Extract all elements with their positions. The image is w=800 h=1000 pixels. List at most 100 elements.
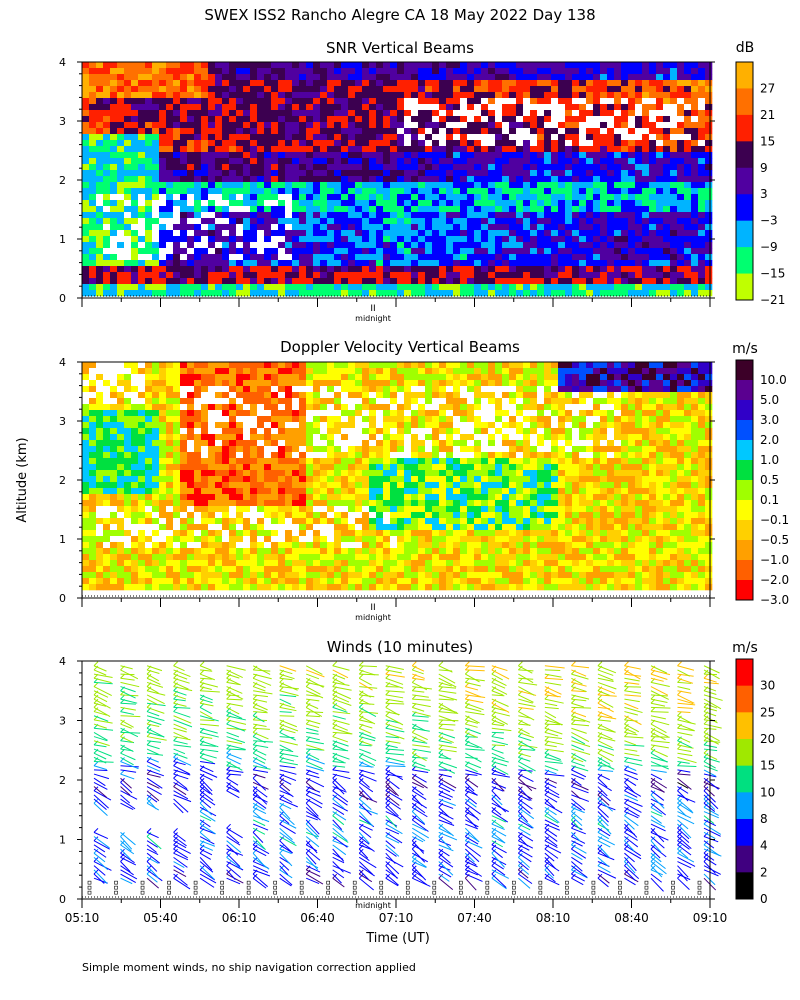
snr-cell: [187, 242, 195, 249]
snr-cell: [292, 284, 300, 291]
snr-cell: [453, 140, 461, 147]
snr-cell: [131, 230, 139, 237]
doppler-cell: [201, 398, 209, 405]
snr-cell: [131, 104, 139, 111]
doppler-cell: [278, 404, 286, 411]
snr-cell: [481, 290, 489, 297]
doppler-cell: [264, 530, 272, 537]
snr-cell: [600, 284, 608, 291]
snr-cell: [313, 218, 321, 225]
snr-cell: [145, 272, 153, 279]
doppler-cell: [173, 434, 181, 441]
doppler-cell: [103, 542, 111, 549]
snr-cell: [271, 158, 279, 165]
doppler-cell: [208, 398, 216, 405]
snr-cell: [306, 194, 314, 201]
doppler-cell: [187, 386, 195, 393]
snr-cell: [278, 254, 286, 261]
snr-cell: [82, 140, 90, 147]
snr-cell: [404, 278, 412, 285]
doppler-cell: [208, 530, 216, 537]
doppler-cell: [257, 368, 265, 375]
snr-cell: [159, 170, 167, 177]
doppler-cell: [229, 428, 237, 435]
snr-cell: [607, 104, 615, 111]
snr-cell: [334, 86, 342, 93]
snr-cell: [432, 74, 440, 81]
doppler-cell: [320, 536, 328, 543]
snr-cell: [201, 140, 209, 147]
snr-cell: [89, 266, 97, 273]
snr-cell: [579, 62, 587, 69]
snr-cell: [236, 104, 244, 111]
snr-cell: [243, 122, 251, 129]
snr-cell: [586, 164, 594, 171]
snr-cell: [670, 170, 678, 177]
snr-cell: [432, 284, 440, 291]
snr-cell: [684, 284, 692, 291]
doppler-cell: [306, 548, 314, 555]
snr-cell: [292, 74, 300, 81]
snr-cell: [159, 248, 167, 255]
snr-cell: [621, 200, 629, 207]
snr-cell: [271, 224, 279, 231]
doppler-cell: [257, 572, 265, 579]
doppler-cell: [215, 416, 223, 423]
snr-cell: [145, 128, 153, 135]
snr-cell: [222, 206, 230, 213]
snr-cell: [537, 182, 545, 189]
snr-cell: [677, 242, 685, 249]
doppler-cell: [96, 416, 104, 423]
snr-cell: [117, 200, 125, 207]
snr-cell: [656, 98, 664, 105]
doppler-cell: [215, 362, 223, 369]
snr-cell: [572, 68, 580, 75]
snr-cell: [278, 152, 286, 159]
snr-cell: [551, 110, 559, 117]
snr-cell: [453, 212, 461, 219]
doppler-cell: [138, 458, 146, 465]
snr-cell: [236, 164, 244, 171]
snr-cell: [411, 224, 419, 231]
doppler-cell: [257, 506, 265, 513]
snr-cell: [502, 248, 510, 255]
snr-cell: [698, 218, 706, 225]
doppler-cell: [292, 404, 300, 411]
snr-cell: [621, 116, 629, 123]
snr-cell: [320, 212, 328, 219]
snr-cell: [565, 128, 573, 135]
snr-cell: [677, 182, 685, 189]
snr-cell: [474, 170, 482, 177]
snr-cell: [411, 122, 419, 129]
doppler-cell: [138, 380, 146, 387]
snr-cell: [579, 74, 587, 81]
snr-cell: [124, 140, 132, 147]
snr-cell: [439, 230, 447, 237]
snr-cell: [145, 266, 153, 273]
snr-cell: [257, 92, 265, 99]
doppler-cell: [222, 554, 230, 561]
doppler-cell: [173, 572, 181, 579]
snr-cell: [376, 128, 384, 135]
snr-cell: [222, 152, 230, 159]
snr-cell: [418, 260, 426, 267]
snr-cell: [362, 134, 370, 141]
snr-cell: [425, 290, 433, 297]
doppler-cell: [327, 536, 335, 543]
doppler-cell: [159, 404, 167, 411]
snr-cell: [173, 278, 181, 285]
snr-cell: [460, 140, 468, 147]
snr-cell: [411, 272, 419, 279]
doppler-cell: [320, 416, 328, 423]
doppler-cell: [243, 530, 251, 537]
snr-cell: [453, 122, 461, 129]
doppler-cell: [89, 410, 97, 417]
snr-cell: [159, 290, 167, 297]
snr-cell: [166, 104, 174, 111]
snr-cell: [481, 284, 489, 291]
snr-cell: [579, 170, 587, 177]
doppler-cell: [103, 476, 111, 483]
snr-cell: [369, 182, 377, 189]
doppler-cell: [166, 536, 174, 543]
snr-cell: [89, 242, 97, 249]
